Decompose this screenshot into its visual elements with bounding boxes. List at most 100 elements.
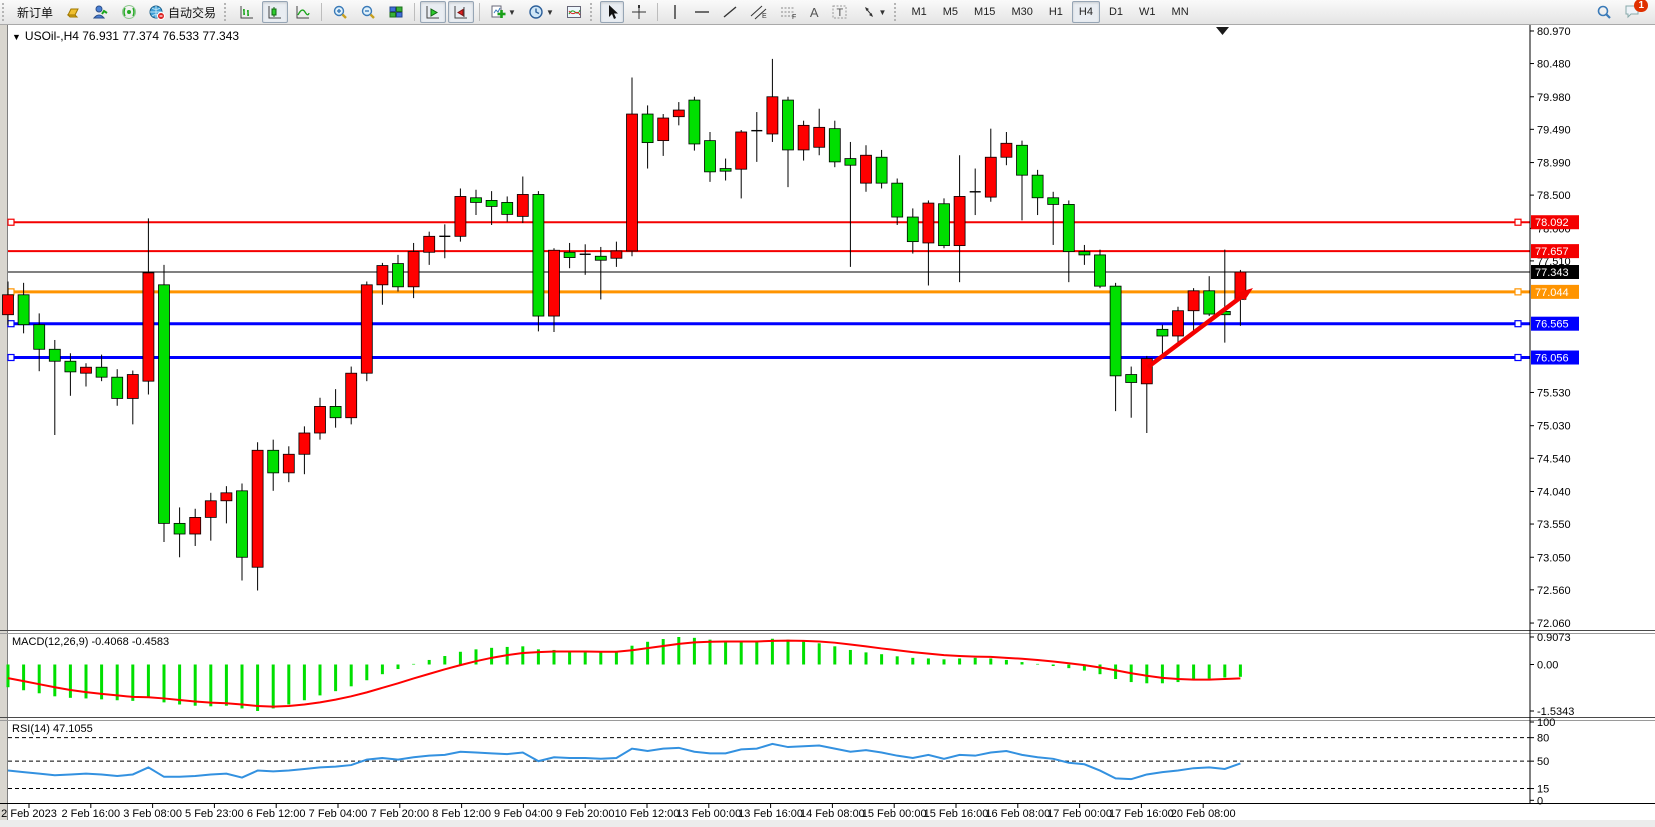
time-tick-label: 17 Feb 16:00 xyxy=(1109,808,1174,820)
timeframe-button-mn[interactable]: MN xyxy=(1171,6,1189,18)
notifications-button[interactable]: 1 xyxy=(1619,0,1648,23)
zoom-in-button[interactable] xyxy=(327,1,353,23)
chart-title[interactable]: ▼ USOil-,H4 76.931 77.374 76.533 77.343 xyxy=(12,29,239,43)
candle-29 xyxy=(454,188,467,242)
candle-75 xyxy=(1172,306,1184,343)
auto-scroll-button[interactable] xyxy=(420,1,447,23)
line-handle-right-76.565[interactable] xyxy=(1514,320,1522,328)
chart-shift-marker[interactable] xyxy=(1216,27,1229,35)
timeframe-button-m30[interactable]: M30 xyxy=(1011,6,1033,18)
broadcast-icon xyxy=(122,5,137,19)
candle-60 xyxy=(938,198,950,249)
candle-53 xyxy=(828,120,841,168)
macd-signal-line xyxy=(7,639,1241,708)
profiles-button[interactable]: ▼ xyxy=(523,1,559,23)
line-handle-left-77.044[interactable] xyxy=(7,288,15,296)
price-tick-label: 78.990 xyxy=(1537,158,1571,170)
time-tick-label: 17 Feb 00:00 xyxy=(1047,808,1112,820)
text-tool-icon: A xyxy=(809,4,819,20)
line-chart-button[interactable] xyxy=(290,1,316,23)
candle-body-up xyxy=(314,406,326,434)
rsi-scale-label: 0 xyxy=(1537,795,1543,807)
timeframe-button-h1[interactable]: H1 xyxy=(1048,6,1063,18)
candle-65 xyxy=(1016,140,1028,221)
bar-chart-button[interactable] xyxy=(234,1,260,23)
crosshair-tool-button[interactable] xyxy=(626,1,652,23)
timeframe-button-m15[interactable]: M15 xyxy=(974,6,996,18)
candle-body-down xyxy=(33,324,46,350)
cursor-tool-button[interactable] xyxy=(599,1,624,23)
price-badge-76.056 xyxy=(1531,350,1579,365)
candle-body-down xyxy=(828,128,841,163)
line-handle-left-76.565[interactable] xyxy=(7,320,15,328)
candle-4 xyxy=(64,353,77,396)
candle-43 xyxy=(672,102,685,126)
timeframe-button-m5[interactable]: M5 xyxy=(942,6,959,18)
zoom-out-button[interactable] xyxy=(355,1,381,23)
trendline-tool-button[interactable] xyxy=(717,1,743,23)
candle-body-down xyxy=(844,158,857,166)
horizontal-line-tool-button[interactable] xyxy=(689,1,715,23)
text-tool-button[interactable]: A xyxy=(805,1,824,23)
candle-51 xyxy=(797,120,810,161)
candle-body-down xyxy=(1109,285,1122,377)
candle-37 xyxy=(579,244,591,275)
candlestick-chart-button[interactable] xyxy=(262,1,289,23)
label-tool-button[interactable]: T xyxy=(826,1,854,23)
candle-body-down xyxy=(17,294,30,326)
new-chart-button[interactable]: ▼ xyxy=(485,1,521,23)
gold-icon-button[interactable] xyxy=(60,1,86,23)
search-button[interactable] xyxy=(1591,1,1617,23)
line-handle-left-76.056[interactable] xyxy=(7,353,15,362)
arrows-tool-button[interactable]: ▼ xyxy=(856,1,892,23)
candle-7 xyxy=(111,369,124,406)
candle-36 xyxy=(563,242,576,269)
new-order-button[interactable]: 新订单 xyxy=(12,1,58,23)
auto-trading-button[interactable]: 自动交易 xyxy=(144,1,221,23)
candle-body-up xyxy=(407,251,420,288)
line-handle-left-78.092[interactable] xyxy=(7,218,15,226)
arrow-annotation-head[interactable] xyxy=(1238,288,1253,301)
timeframe-button-m1[interactable]: M1 xyxy=(911,6,927,18)
candle-body-up xyxy=(860,154,872,184)
candle-body-up xyxy=(1000,142,1013,158)
tile-windows-button[interactable] xyxy=(383,1,409,23)
price-tick-label: 74.040 xyxy=(1537,486,1571,498)
toolbar-grip[interactable] xyxy=(2,3,9,21)
arrow-annotation[interactable] xyxy=(1146,294,1244,369)
indicators-button[interactable] xyxy=(561,1,587,23)
toolbar-grip[interactable] xyxy=(589,3,597,21)
candle-56 xyxy=(875,149,888,189)
timeframe-button-d1[interactable]: D1 xyxy=(1108,6,1124,18)
candle-body-down xyxy=(470,197,482,203)
line-handle-right-78.092[interactable] xyxy=(1514,218,1522,226)
channel-tool-button[interactable]: E xyxy=(745,1,773,23)
macd-scale-label: 0.00 xyxy=(1537,660,1558,672)
line-handle-right-77.044[interactable] xyxy=(1514,288,1522,296)
candle-55 xyxy=(860,145,872,192)
candle-46 xyxy=(719,158,732,181)
vertical-line-tool-button[interactable] xyxy=(663,1,687,23)
price-tick-label: 79.490 xyxy=(1537,124,1571,136)
candle-body-down xyxy=(95,366,108,378)
price-tick-label: 80.970 xyxy=(1537,26,1571,38)
toolbar-grip[interactable] xyxy=(894,3,901,21)
price-badge-label: 76.056 xyxy=(1535,353,1569,365)
candle-10 xyxy=(158,264,170,542)
candle-body-up xyxy=(376,265,389,286)
line-handle-right-76.056[interactable] xyxy=(1514,353,1522,362)
user-chart-button[interactable] xyxy=(88,1,114,23)
timeframe-button-w1[interactable]: W1 xyxy=(1139,6,1156,18)
collapse-triangle-icon[interactable]: ▼ xyxy=(12,32,21,42)
candle-1 xyxy=(17,282,30,334)
signal-button[interactable] xyxy=(116,1,142,23)
toolbar-grip[interactable] xyxy=(224,3,231,21)
chart-shift-button[interactable] xyxy=(448,1,475,23)
fibonacci-tool-button[interactable]: F xyxy=(775,1,803,23)
timeframe-button-h4[interactable]: H4 xyxy=(1071,1,1100,23)
candle-50 xyxy=(782,96,794,188)
candle-41 xyxy=(641,105,654,169)
candle-23 xyxy=(360,281,373,382)
candle-2 xyxy=(33,313,46,372)
